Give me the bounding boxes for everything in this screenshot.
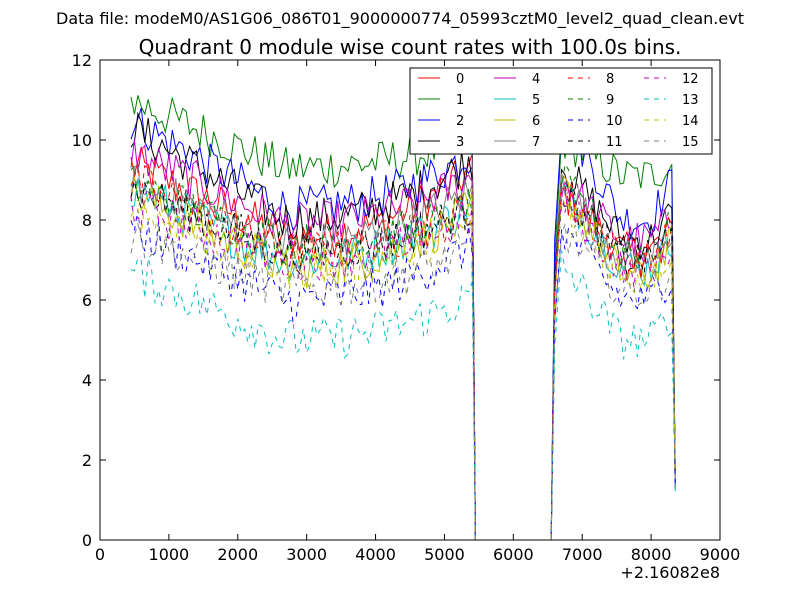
legend-label-8: 8	[606, 72, 614, 87]
series-line-11	[130, 171, 676, 540]
legend-label-13: 13	[682, 93, 699, 108]
legend-label-4: 4	[532, 72, 540, 87]
series-line-9	[130, 162, 676, 540]
legend-label-7: 7	[532, 135, 540, 150]
x-offset-label: +2.16082e8	[620, 563, 720, 582]
legend-label-6: 6	[532, 114, 540, 129]
chart-title: Quadrant 0 module wise count rates with …	[139, 35, 682, 59]
series-group	[130, 95, 676, 540]
suptitle: Data file: modeM0/AS1G06_086T01_90000007…	[56, 9, 744, 29]
series-line-10	[130, 199, 676, 540]
series-line-8	[130, 163, 676, 540]
y-tick-label: 0	[82, 531, 92, 550]
plot-area: 0 1000 2000 3000 4000 5000 6000 7000 8000 9000 0 2…	[72, 51, 741, 582]
x-tick-label: 6000	[493, 545, 534, 564]
series-line-15	[130, 219, 676, 540]
y-tick-label: 8	[82, 211, 92, 230]
x-tick-label: 9000	[700, 545, 741, 564]
legend-label-0: 0	[456, 72, 464, 87]
x-tick-label: 7000	[562, 545, 603, 564]
legend-label-10: 10	[606, 114, 623, 129]
y-tick-label: 2	[82, 451, 92, 470]
x-tick-label: 5000	[424, 545, 465, 564]
y-tick-label: 4	[82, 371, 92, 390]
legend-label-9: 9	[606, 93, 614, 108]
x-tick-label: 4000	[355, 545, 396, 564]
legend-label-3: 3	[456, 135, 464, 150]
x-tick-label: 8000	[631, 545, 672, 564]
x-tick-label: 0	[95, 545, 105, 564]
legend-label-5: 5	[532, 93, 540, 108]
y-tick-label: 6	[82, 291, 92, 310]
legend-label-15: 15	[682, 135, 699, 150]
legend-label-12: 12	[682, 72, 699, 87]
series-line-13	[130, 250, 676, 540]
x-axis: 0 1000 2000 3000 4000 5000 6000 7000 8000 9000	[95, 60, 740, 564]
y-tick-label: 10	[72, 131, 92, 150]
y-tick-label: 12	[72, 51, 92, 70]
legend-label-1: 1	[456, 93, 464, 108]
series-line-12	[130, 179, 676, 540]
x-tick-label: 2000	[217, 545, 258, 564]
x-tick-label: 3000	[286, 545, 327, 564]
legend-label-2: 2	[456, 114, 464, 129]
series-line-2	[130, 107, 676, 540]
x-tick-label: 1000	[149, 545, 190, 564]
legend-box	[409, 67, 713, 155]
legend-label-11: 11	[606, 135, 623, 150]
legend-label-14: 14	[682, 114, 699, 129]
series-line-7	[130, 147, 676, 540]
